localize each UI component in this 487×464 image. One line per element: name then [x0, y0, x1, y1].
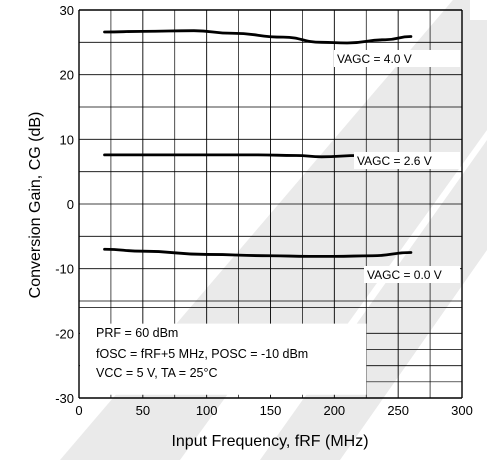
x-tick-label: 50 — [136, 403, 150, 418]
y-tick-label: 10 — [60, 132, 74, 147]
series-label-bg — [334, 50, 460, 67]
series-label-bg — [354, 152, 460, 169]
series-label: VAGC = 2.6 V — [357, 154, 432, 168]
y-tick-label: 30 — [60, 3, 74, 18]
y-axis-title: Conversion Gain, CG (dB) — [27, 112, 44, 299]
y-tick-label: 20 — [60, 68, 74, 83]
y-tick-label: -20 — [55, 326, 74, 341]
condition-line-1: PRF = 60 dBm — [96, 326, 178, 340]
series-label: VAGC = 4.0 V — [337, 52, 412, 66]
x-tick-label: 250 — [387, 403, 409, 418]
series-curve — [103, 247, 413, 258]
y-tick-label: -30 — [55, 391, 74, 406]
condition-line-2: fOSC = fRF+5 MHz, POSC = -10 dBm — [96, 347, 308, 361]
grid — [78, 9, 463, 399]
y-tick-label: -10 — [55, 262, 74, 277]
condition-line-3: VCC = 5 V, TA = 25°C — [96, 366, 218, 380]
series-label-bg — [364, 266, 460, 283]
x-tick-label: 0 — [75, 403, 82, 418]
x-axis-title: Input Frequency, fRF (MHz) — [171, 433, 368, 450]
x-tick-label: 300 — [451, 403, 473, 418]
x-tick-label: 100 — [196, 403, 218, 418]
y-tick-label: 0 — [67, 197, 74, 212]
series-curve — [103, 29, 413, 45]
x-tick-label: 200 — [323, 403, 345, 418]
x-tick-label: 150 — [260, 403, 282, 418]
series-label: VAGC = 0.0 V — [367, 268, 442, 282]
conditions-box — [80, 323, 367, 395]
series-labels: VAGC = 4.0 V VAGC = 2.6 V VAGC = 0.0 V — [334, 50, 460, 283]
